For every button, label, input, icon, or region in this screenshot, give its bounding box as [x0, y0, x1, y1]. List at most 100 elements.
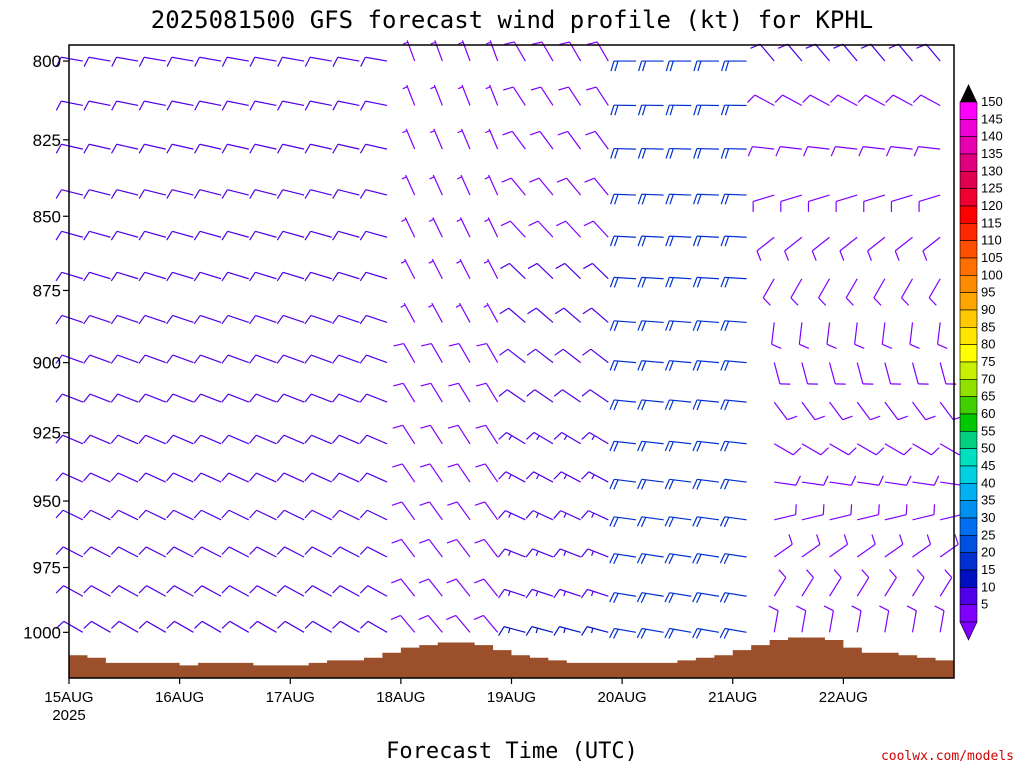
wind-barb	[719, 592, 747, 603]
colorbar-bottom-arrow	[959, 621, 978, 641]
wind-barb-staff	[61, 143, 83, 150]
x-tick-label: 22AUG	[819, 689, 868, 706]
colorbar-swatch	[959, 500, 978, 519]
wind-barb	[249, 393, 277, 403]
wind-barb-flag	[637, 148, 643, 159]
wind-barb	[884, 504, 908, 521]
wind-barb-flag	[609, 277, 615, 288]
wind-barb-staff	[283, 393, 305, 403]
wind-barb-flag	[820, 447, 829, 456]
colorbar-swatch	[959, 483, 978, 501]
wind-barb	[83, 472, 111, 483]
wind-barb-staff	[589, 431, 609, 445]
x-axis-label: Forecast Time (UTC)	[386, 739, 638, 764]
wind-barb	[485, 40, 499, 62]
wind-barb-flag	[331, 393, 340, 403]
wind-barb-half-flag	[507, 591, 511, 597]
wind-barb-staff	[773, 610, 779, 633]
wind-barb	[858, 145, 885, 157]
wind-barb	[276, 314, 305, 325]
wind-barb	[934, 605, 945, 633]
wind-barb-staff	[337, 56, 360, 62]
wind-barb-flag	[669, 320, 674, 332]
wind-barb-staff	[172, 314, 194, 324]
wind-barb-staff	[884, 362, 892, 384]
wind-barb-staff	[939, 401, 954, 421]
wind-barb	[833, 43, 858, 62]
wind-barb	[249, 314, 277, 325]
wind-barb-staff	[533, 471, 554, 483]
wind-barb-staff	[586, 626, 609, 633]
wind-barb-staff	[310, 189, 332, 196]
wind-barb-staff	[901, 278, 914, 299]
wind-barb-flag	[497, 548, 506, 558]
wind-barb	[166, 393, 194, 403]
wind-barb-staff	[117, 354, 139, 364]
wind-barb-staff	[339, 546, 360, 558]
wind-barb-staff	[406, 84, 416, 106]
wind-barb	[499, 348, 526, 364]
wind-barb-staff	[455, 578, 471, 597]
wind-barb-flag	[878, 475, 884, 486]
wind-barb	[856, 401, 881, 421]
wind-barb	[428, 217, 443, 238]
wind-barb-flag	[830, 94, 839, 103]
wind-barb-flag	[724, 360, 730, 371]
wind-barb	[55, 546, 84, 558]
colorbar-swatch	[959, 431, 978, 449]
wind-barb-half-flag	[457, 130, 463, 134]
wind-barb-flag	[803, 146, 809, 157]
wind-barb-half-flag	[535, 512, 539, 518]
wind-barb	[55, 271, 84, 282]
wind-barb-flag	[854, 343, 865, 350]
wind-barb	[664, 553, 692, 565]
wind-barb	[826, 322, 837, 350]
wind-barb-flag	[249, 472, 257, 482]
wind-barb	[193, 472, 222, 483]
wind-barb-flag	[916, 569, 925, 578]
wind-barb-staff	[255, 393, 277, 403]
wind-barb-staff	[561, 431, 581, 445]
wind-barb-half-flag	[456, 218, 462, 222]
wind-barb-flag	[83, 56, 90, 67]
wind-barb-flag	[194, 100, 201, 111]
wind-barb-flag	[276, 546, 285, 555]
wind-barb-staff	[88, 143, 111, 150]
wind-barb-flag	[392, 463, 403, 468]
wind-barb	[359, 189, 388, 199]
wind-barb-staff	[510, 177, 526, 196]
wind-barb-staff	[145, 434, 167, 445]
colorbar-swatch	[959, 101, 978, 120]
wind-barb-flag	[696, 517, 702, 528]
wind-barb	[304, 100, 332, 111]
wind-barb	[773, 362, 791, 385]
wind-barb	[419, 501, 443, 521]
wind-barb	[525, 471, 554, 483]
wind-barb	[138, 585, 167, 597]
wind-barb	[166, 189, 194, 199]
wind-barb	[526, 389, 554, 403]
wind-barb-flag	[221, 585, 230, 594]
wind-barb-flag	[668, 479, 674, 490]
colorbar-swatch	[959, 136, 978, 155]
wind-barb-staff	[400, 578, 416, 597]
wind-barb	[276, 230, 305, 241]
wind-barb-flag	[391, 538, 402, 544]
wind-barb-staff	[801, 401, 816, 421]
wind-barb	[110, 509, 139, 521]
wind-barb-flag	[331, 354, 340, 364]
wind-barb-flag	[636, 553, 643, 564]
wind-barb-flag	[861, 569, 870, 578]
wind-barb-half-flag	[430, 41, 436, 45]
wind-barb	[456, 217, 471, 238]
wind-barb-staff	[925, 43, 941, 62]
wind-barb-staff	[512, 86, 526, 106]
wind-barb	[249, 354, 277, 364]
wind-barb	[637, 360, 664, 371]
wind-barb-staff	[432, 174, 443, 196]
wind-barb-staff	[172, 434, 194, 445]
wind-barb	[553, 588, 581, 599]
wind-barb-half-flag	[590, 628, 594, 634]
wind-barb	[609, 235, 636, 247]
